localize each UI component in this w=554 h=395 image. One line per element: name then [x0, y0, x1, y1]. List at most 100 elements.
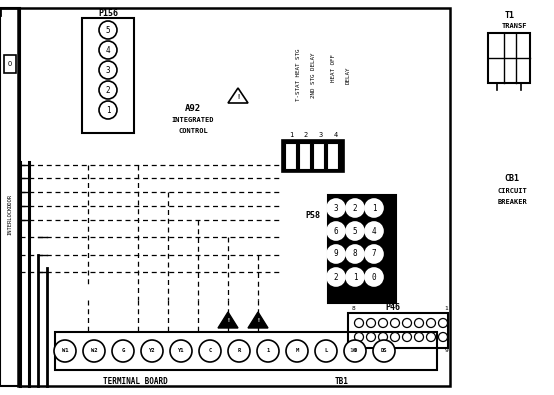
- Bar: [0, 8, 20, 386]
- Circle shape: [99, 21, 117, 39]
- Text: P46: P46: [386, 303, 401, 312]
- Text: INTEGRATED: INTEGRATED: [172, 117, 214, 123]
- Circle shape: [403, 333, 412, 342]
- Circle shape: [439, 318, 448, 327]
- Bar: [348, 313, 448, 348]
- Circle shape: [378, 318, 387, 327]
- Bar: [313, 143, 324, 169]
- Text: C: C: [208, 348, 212, 354]
- Circle shape: [414, 333, 423, 342]
- Text: 8: 8: [351, 307, 355, 312]
- Text: DELAY: DELAY: [346, 66, 351, 84]
- Text: !: !: [226, 318, 230, 324]
- Text: Y1: Y1: [178, 348, 184, 354]
- Circle shape: [378, 333, 387, 342]
- Circle shape: [414, 318, 423, 327]
- Bar: [299, 143, 310, 169]
- Text: TRANSF: TRANSF: [501, 23, 527, 29]
- Text: 5: 5: [353, 226, 357, 235]
- Text: TERMINAL BOARD: TERMINAL BOARD: [102, 376, 167, 386]
- Bar: [282, 140, 344, 172]
- Text: A92: A92: [185, 103, 201, 113]
- Text: 2: 2: [304, 132, 308, 138]
- Text: 2: 2: [353, 203, 357, 213]
- Circle shape: [427, 318, 435, 327]
- Text: 0: 0: [353, 348, 357, 354]
- Text: 5: 5: [106, 26, 110, 34]
- Circle shape: [427, 333, 435, 342]
- Circle shape: [99, 61, 117, 79]
- Bar: [285, 143, 296, 169]
- Circle shape: [344, 340, 366, 362]
- Text: G: G: [121, 348, 125, 354]
- Text: T1: T1: [505, 11, 515, 19]
- Circle shape: [327, 245, 345, 263]
- Circle shape: [327, 222, 345, 240]
- Bar: [327, 143, 338, 169]
- Text: DS: DS: [381, 348, 387, 354]
- Text: TB1: TB1: [335, 376, 349, 386]
- Bar: [488, 33, 530, 83]
- Text: CB1: CB1: [505, 173, 520, 182]
- Circle shape: [373, 340, 395, 362]
- Text: 1: 1: [372, 203, 376, 213]
- Text: 3: 3: [319, 132, 323, 138]
- Circle shape: [346, 245, 364, 263]
- Text: 16: 16: [349, 348, 357, 352]
- Circle shape: [99, 81, 117, 99]
- Circle shape: [83, 340, 105, 362]
- Text: 9: 9: [444, 348, 448, 352]
- Text: 9: 9: [334, 250, 338, 258]
- Circle shape: [346, 222, 364, 240]
- Text: 8: 8: [353, 250, 357, 258]
- Text: 2: 2: [106, 85, 110, 94]
- Circle shape: [367, 333, 376, 342]
- Circle shape: [286, 340, 308, 362]
- Circle shape: [391, 318, 399, 327]
- Circle shape: [315, 340, 337, 362]
- Text: DOOR: DOOR: [8, 194, 13, 207]
- Text: 3: 3: [106, 66, 110, 75]
- Circle shape: [365, 222, 383, 240]
- Polygon shape: [218, 312, 238, 328]
- Text: Y2: Y2: [149, 348, 155, 354]
- Text: 3: 3: [334, 203, 338, 213]
- Bar: [328, 195, 396, 303]
- Text: 1: 1: [266, 348, 270, 354]
- Text: 1: 1: [289, 132, 293, 138]
- Text: P58: P58: [305, 211, 321, 220]
- Polygon shape: [228, 88, 248, 103]
- Text: R: R: [237, 348, 240, 354]
- Circle shape: [403, 318, 412, 327]
- Circle shape: [365, 245, 383, 263]
- Text: P156: P156: [98, 9, 118, 17]
- Circle shape: [141, 340, 163, 362]
- Circle shape: [365, 199, 383, 217]
- Bar: [82, 18, 134, 133]
- Text: M: M: [295, 348, 299, 354]
- Circle shape: [257, 340, 279, 362]
- Circle shape: [365, 268, 383, 286]
- Text: T-STAT HEAT STG: T-STAT HEAT STG: [295, 49, 300, 101]
- Circle shape: [327, 199, 345, 217]
- Text: 1: 1: [106, 105, 110, 115]
- Text: 2ND STG DELAY: 2ND STG DELAY: [310, 52, 315, 98]
- Text: 1: 1: [353, 273, 357, 282]
- Circle shape: [228, 340, 250, 362]
- Text: 6: 6: [334, 226, 338, 235]
- Circle shape: [367, 318, 376, 327]
- Text: 4: 4: [106, 45, 110, 55]
- Text: W1: W1: [61, 348, 68, 354]
- Text: CIRCUIT: CIRCUIT: [497, 188, 527, 194]
- Text: !: !: [236, 94, 240, 100]
- Circle shape: [355, 333, 363, 342]
- Text: 2: 2: [334, 273, 338, 282]
- Circle shape: [99, 41, 117, 59]
- Circle shape: [346, 199, 364, 217]
- Circle shape: [54, 340, 76, 362]
- Text: 4: 4: [372, 226, 376, 235]
- Polygon shape: [248, 312, 268, 328]
- Text: W2: W2: [91, 348, 98, 354]
- Text: L: L: [325, 348, 327, 354]
- Text: BREAKER: BREAKER: [497, 199, 527, 205]
